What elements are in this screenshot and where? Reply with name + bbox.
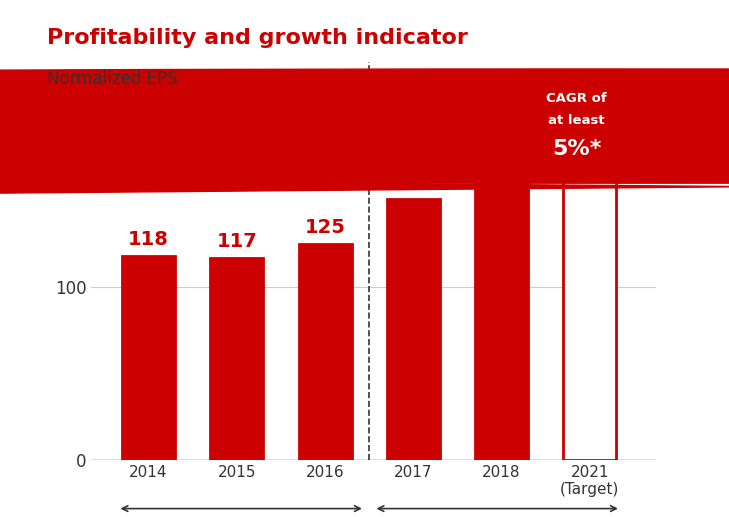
Text: CAGR of: CAGR of (546, 92, 607, 105)
Text: Profitability and growth indicator: Profitability and growth indicator (47, 28, 468, 49)
Circle shape (0, 69, 729, 183)
Text: (yen): (yen) (94, 76, 130, 90)
Bar (122, 256, 175, 460)
Bar (210, 257, 263, 460)
Bar (475, 171, 528, 460)
Bar (299, 244, 351, 460)
Bar (387, 199, 440, 460)
Bar (564, 105, 617, 460)
Text: 117: 117 (217, 232, 257, 251)
Text: 118: 118 (128, 230, 169, 249)
Polygon shape (0, 176, 729, 211)
Text: Normalized EPS: Normalized EPS (47, 70, 178, 88)
Text: 5%*: 5%* (552, 139, 601, 159)
Text: at least: at least (548, 114, 605, 127)
Text: 151: 151 (393, 173, 434, 192)
Text: 125: 125 (305, 218, 346, 237)
Text: 167: 167 (481, 145, 522, 164)
